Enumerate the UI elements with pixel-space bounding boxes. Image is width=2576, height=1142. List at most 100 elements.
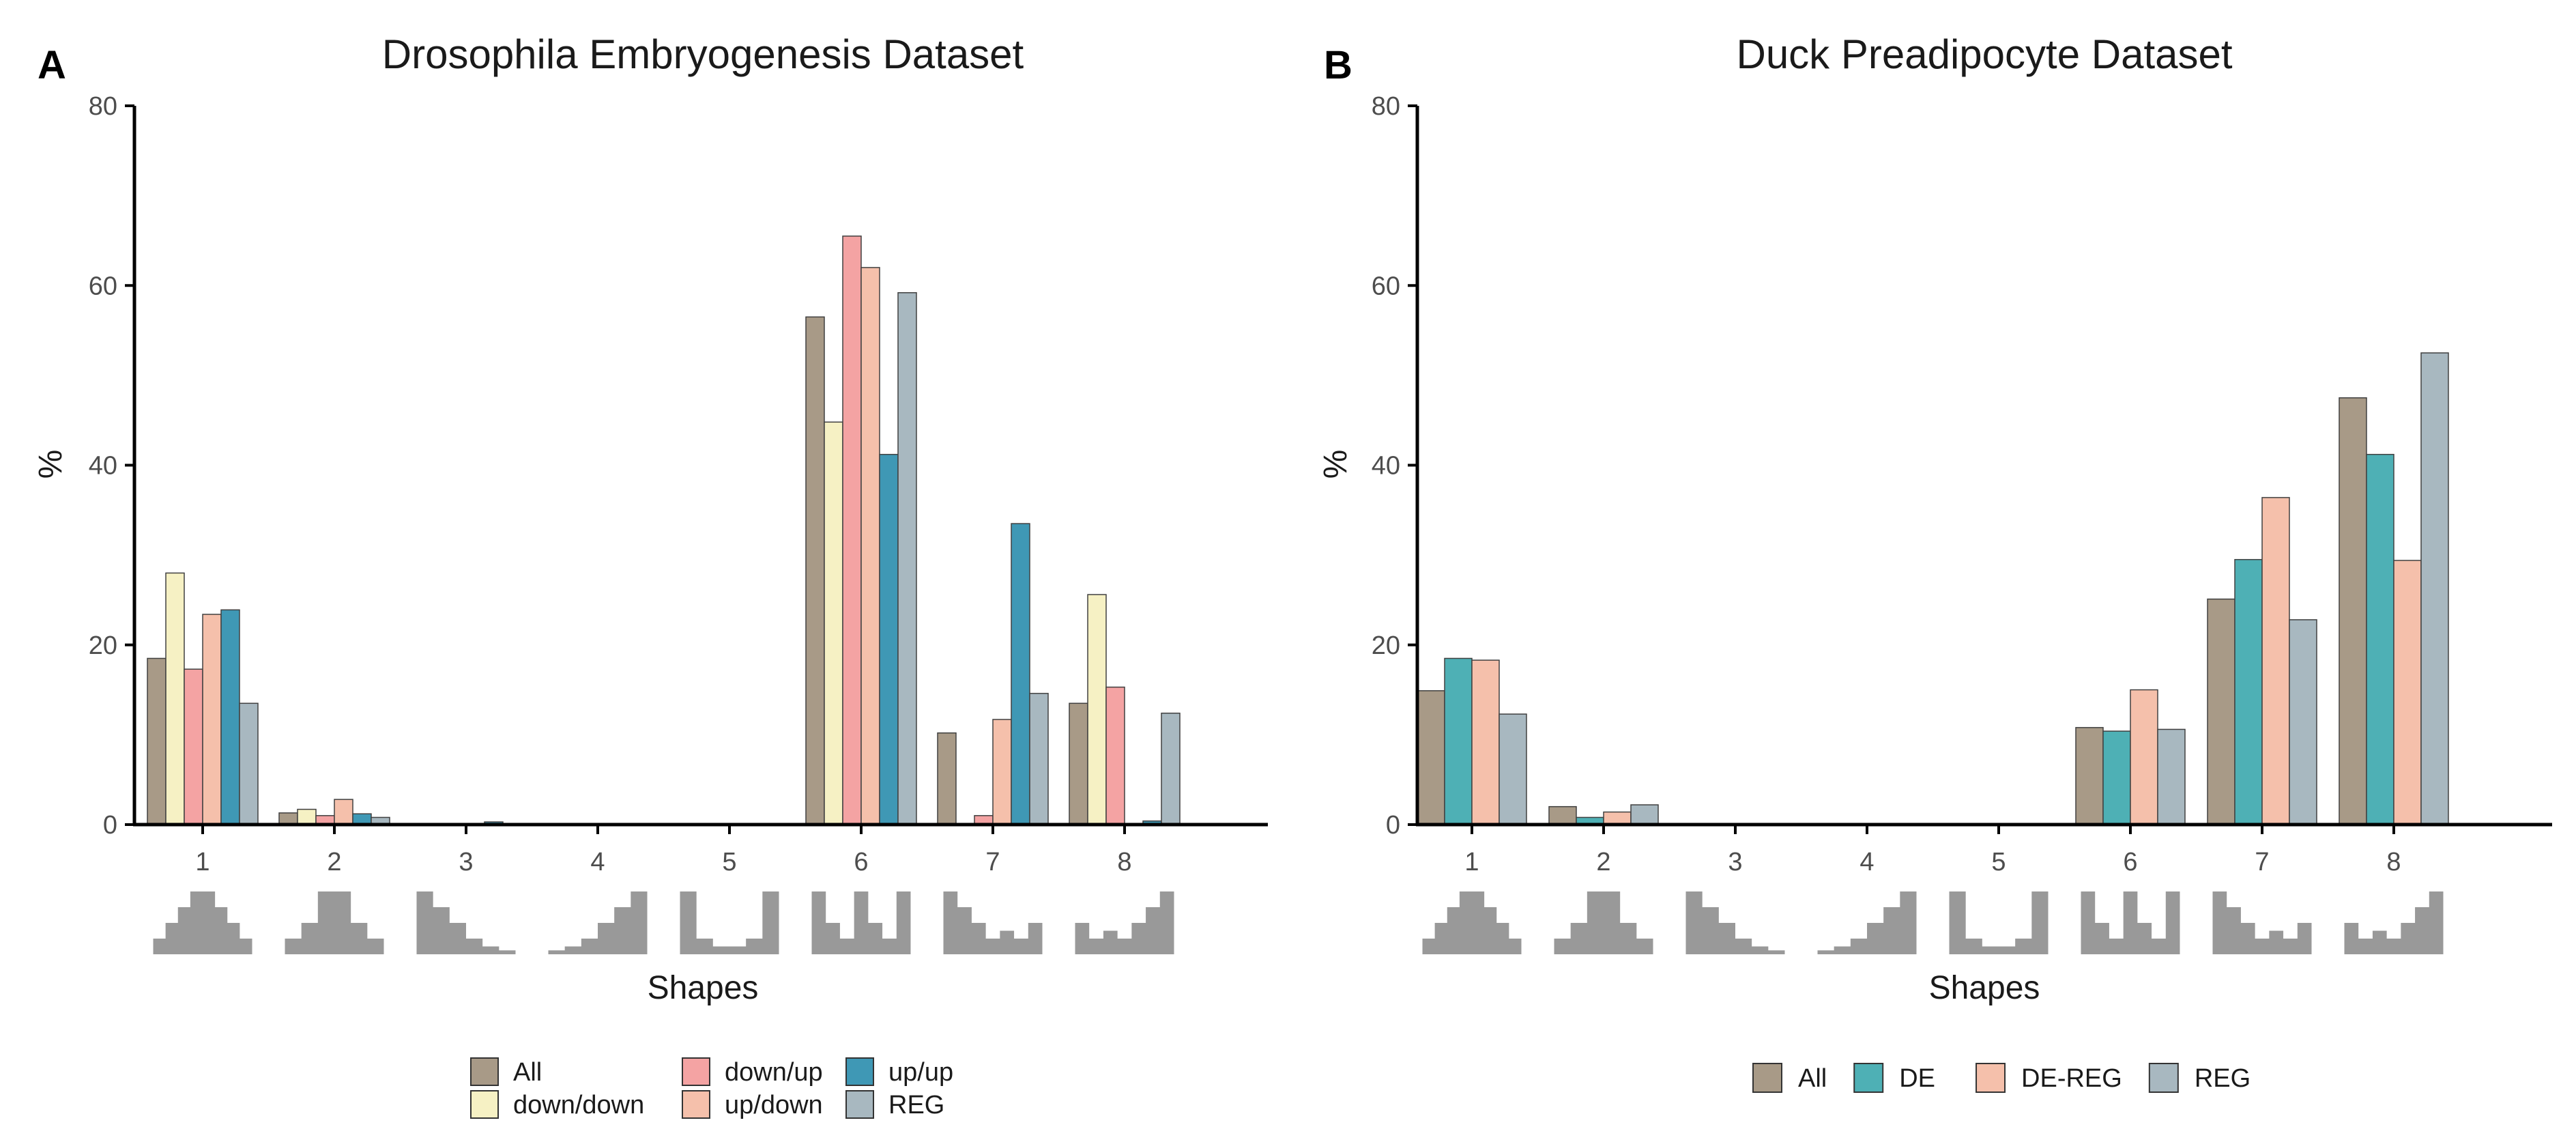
bar-de-reg-shape-2 bbox=[1603, 811, 1632, 825]
panel-letter-b: B bbox=[1324, 43, 1352, 87]
shape-glyph-2 bbox=[285, 891, 384, 954]
shape-glyph-8 bbox=[2344, 891, 2444, 954]
x-tick-label: 1 bbox=[1464, 848, 1479, 876]
bar-up-up-shape-1 bbox=[220, 609, 240, 825]
bar-down-down-shape-2 bbox=[297, 808, 317, 825]
panel-b-x-axis-label: Shapes bbox=[1929, 970, 2040, 1006]
panel-a-bars bbox=[147, 235, 1181, 825]
legend-label: up/up bbox=[888, 1058, 953, 1087]
bar-reg-shape-8 bbox=[1161, 713, 1181, 825]
x-tick-label: 4 bbox=[590, 848, 605, 876]
legend-swatch bbox=[470, 1090, 499, 1119]
bar-all-shape-6 bbox=[2075, 727, 2104, 825]
legend-label: down/up bbox=[725, 1058, 823, 1087]
bar-all-shape-1 bbox=[1417, 690, 1445, 825]
y-tick-label: 40 bbox=[1372, 452, 1400, 481]
bar-reg-shape-1 bbox=[1499, 713, 1527, 825]
y-tick-label: 20 bbox=[89, 631, 117, 660]
x-tick-label: 7 bbox=[2255, 848, 2269, 876]
x-tick-label: 1 bbox=[195, 848, 209, 876]
bar-all-shape-7 bbox=[937, 732, 957, 825]
bar-up-up-shape-7 bbox=[1011, 523, 1030, 825]
y-tick-label: 40 bbox=[89, 452, 117, 481]
bar-de-shape-1 bbox=[1444, 657, 1473, 825]
legend-swatch bbox=[682, 1090, 710, 1119]
legend-label: DE bbox=[1899, 1064, 1935, 1093]
panel-letter-a: A bbox=[38, 43, 66, 87]
legend-swatch bbox=[1853, 1063, 1884, 1093]
shape-glyph-5 bbox=[1949, 891, 2049, 954]
legend-swatch bbox=[470, 1057, 499, 1086]
legend-label: All bbox=[513, 1058, 542, 1087]
bar-down-down-shape-6 bbox=[824, 421, 843, 825]
bar-up-down-shape-2 bbox=[334, 799, 353, 825]
bar-de-reg-shape-8 bbox=[2393, 560, 2422, 825]
shape-glyph-2 bbox=[1554, 891, 1653, 954]
panel-a-y-ticks: 0 20 40 60 80 bbox=[89, 92, 134, 840]
panel-a-y-axis-label: % bbox=[33, 450, 69, 479]
panel-a-x-ticks: 1 2 3 4 5 6 7 8 bbox=[195, 825, 1132, 876]
x-tick-label: 8 bbox=[1117, 848, 1131, 876]
bar-reg-shape-6 bbox=[2157, 728, 2186, 825]
bar-down-up-shape-6 bbox=[842, 235, 862, 825]
panel-b-shape-glyphs bbox=[1422, 891, 2444, 954]
bar-up-down-shape-1 bbox=[202, 614, 222, 825]
x-tick-label: 3 bbox=[459, 848, 473, 876]
panel-b-title: Duck Preadipocyte Dataset bbox=[1736, 31, 2232, 77]
panel-b-bars bbox=[1417, 352, 2449, 825]
panel-b-legend: All DE DE-REG REG bbox=[1752, 1063, 2251, 1093]
x-tick-label: 2 bbox=[1596, 848, 1610, 876]
x-tick-label: 3 bbox=[1728, 848, 1742, 876]
bar-reg-shape-8 bbox=[2420, 352, 2449, 825]
bar-reg-shape-1 bbox=[239, 702, 259, 825]
legend-label: REG bbox=[888, 1091, 944, 1119]
bar-all-shape-8 bbox=[1069, 702, 1088, 825]
panel-a-shape-glyphs bbox=[153, 891, 1174, 954]
bar-reg-shape-7 bbox=[2289, 619, 2317, 825]
panel-b: B Duck Preadipocyte Dataset % Shapes 020… bbox=[1318, 31, 2552, 1093]
legend-swatch bbox=[845, 1057, 874, 1086]
panel-a-x-axis-label: Shapes bbox=[648, 970, 759, 1006]
legend-label: All bbox=[1798, 1064, 1827, 1093]
bar-down-down-shape-1 bbox=[165, 572, 185, 825]
bar-up-down-shape-6 bbox=[860, 267, 880, 825]
shape-glyph-8 bbox=[1075, 891, 1174, 954]
bar-up-down-shape-7 bbox=[992, 719, 1012, 825]
bar-de-shape-7 bbox=[2234, 558, 2263, 825]
panel-b-y-ticks: 0 20 40 60 80 bbox=[1372, 92, 1417, 840]
shape-glyph-6 bbox=[811, 891, 911, 954]
shape-glyph-3 bbox=[416, 891, 516, 954]
x-tick-label: 5 bbox=[1991, 848, 2006, 876]
bar-down-up-shape-1 bbox=[184, 668, 203, 825]
legend-swatch bbox=[845, 1090, 874, 1119]
x-tick-label: 7 bbox=[985, 848, 1000, 876]
shape-glyph-7 bbox=[943, 891, 1043, 954]
panel-b-x-ticks: 1 2 3 4 5 6 7 8 bbox=[1464, 825, 2401, 876]
y-tick-label: 80 bbox=[89, 92, 117, 121]
legend-swatch bbox=[2148, 1063, 2179, 1093]
bar-all-shape-2 bbox=[1548, 805, 1577, 825]
bar-all-shape-2 bbox=[278, 812, 298, 825]
bar-reg-shape-2 bbox=[1630, 804, 1659, 825]
bar-down-down-shape-8 bbox=[1087, 594, 1107, 825]
bar-reg-shape-7 bbox=[1029, 693, 1049, 825]
bar-de-reg-shape-7 bbox=[2261, 497, 2290, 825]
y-tick-label: 20 bbox=[1372, 631, 1400, 660]
bar-all-shape-7 bbox=[2207, 598, 2235, 825]
shape-glyph-1 bbox=[1422, 891, 1522, 954]
shape-glyph-7 bbox=[2212, 891, 2312, 954]
bar-all-shape-1 bbox=[147, 657, 167, 825]
legend-label: down/down bbox=[513, 1091, 644, 1119]
y-tick-label: 80 bbox=[1372, 92, 1400, 121]
bar-up-up-shape-6 bbox=[879, 453, 899, 825]
legend-swatch bbox=[1752, 1063, 1782, 1093]
y-tick-label: 60 bbox=[1372, 272, 1400, 300]
y-tick-label: 60 bbox=[89, 272, 117, 300]
shape-glyph-3 bbox=[1685, 891, 1785, 954]
legend-label: REG bbox=[2195, 1064, 2251, 1093]
shape-glyph-1 bbox=[153, 891, 252, 954]
x-tick-label: 5 bbox=[722, 848, 736, 876]
panel-a: A Drosophila Embryogenesis Dataset % Sha… bbox=[33, 31, 1268, 1119]
bar-down-up-shape-8 bbox=[1105, 686, 1125, 825]
